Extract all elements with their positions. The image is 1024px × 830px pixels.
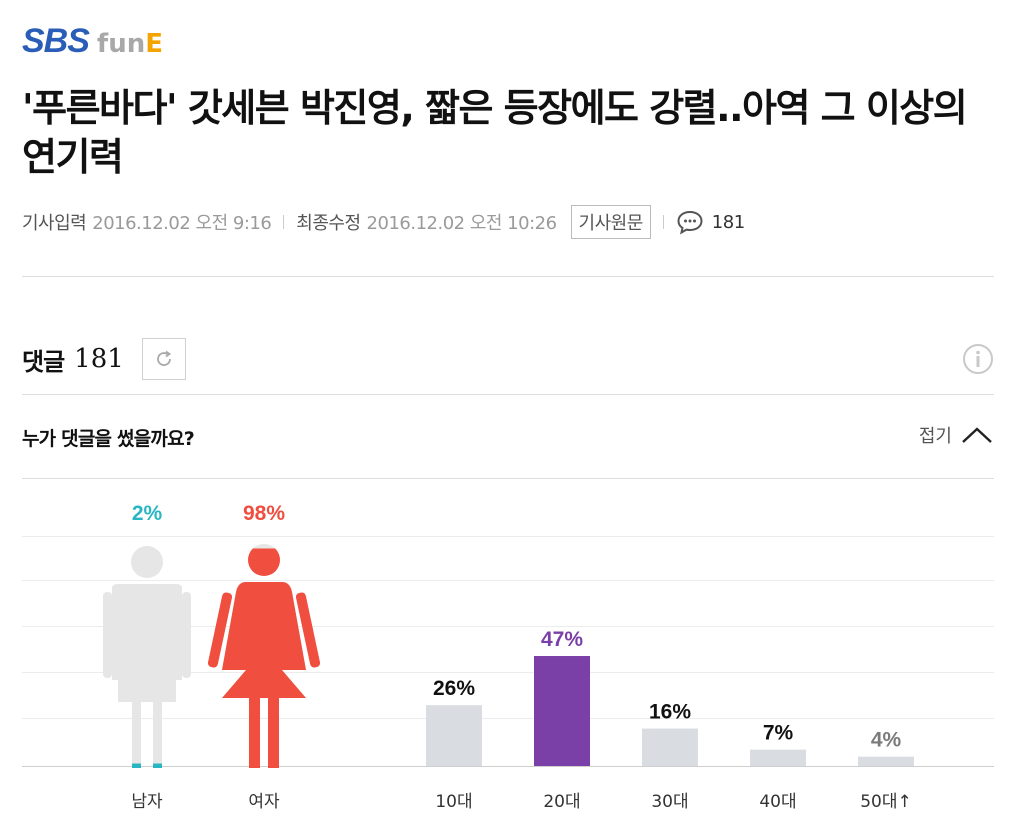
chart-baseline [22,766,994,767]
meta-divider [283,215,285,229]
gridline [22,626,994,627]
fold-label: 접기 [918,426,952,447]
article-meta: 기사입력 2016.12.02 오전 9:16 최종수정 2016.12.02 … [22,205,745,239]
section-divider [22,394,994,395]
age-category-label: 20대 [543,792,580,812]
gridline [22,580,994,581]
gender-value-label: 98% [243,502,285,525]
original-article-button[interactable]: 기사원문 [570,205,651,239]
gender-category-label: 여자 [248,792,280,812]
meta-divider [662,215,664,229]
gridline [22,672,994,673]
age-category-label: 30대 [651,792,688,812]
age-category-label: 40대 [759,792,796,812]
chevron-up-icon [962,427,992,443]
speech-bubble-icon[interactable] [676,209,704,235]
article-headline: '푸른바다' 갓세븐 박진영, 짧은 등장에도 강렬..아역 그 이상의 연기력 [22,86,968,179]
comment-count[interactable]: 181 [711,211,745,233]
age-value-label: 4% [871,729,902,752]
gridline [22,536,994,537]
comments-count: 181 [74,344,124,374]
section-divider [22,478,994,479]
age-value-label: 26% [433,677,475,700]
info-icon[interactable] [962,343,994,375]
refresh-button[interactable] [141,338,186,380]
age-value-label: 7% [763,722,794,745]
gender-value-label: 2% [132,502,163,525]
logo-e-text: E [145,29,164,59]
male-figure [103,546,191,768]
refresh-icon [156,350,171,366]
age-value-label: 16% [649,701,691,724]
female-figure [207,544,321,768]
age-category-label: 50대↑ [860,792,912,812]
modified-label: 최종수정 [296,213,361,234]
gridline [22,718,994,719]
comments-header: 댓글 181 [22,338,186,380]
fold-button[interactable]: 접기 [919,422,994,448]
sbs-fune-logo[interactable]: SBS fun E [22,22,163,61]
age-bar [426,705,482,766]
logo-sbs-text: SBS [22,22,90,60]
age-category-label: 10대 [435,792,472,812]
comments-label: 댓글 [22,347,65,376]
age-chart: 26% 10대 47% 20대 16% 30대 7% 40대 4% 50대↑ [426,628,914,812]
section-divider [22,276,994,277]
input-time: 2016.12.02 오전 9:16 [92,213,272,234]
logo-fun-text: fun [96,29,146,59]
age-bar [642,728,698,766]
demographics-chart: 2% 98% 남자 여자 26% 10대 47% 20대 16% 30대 7% 40대 4% 50… [0,480,1024,830]
input-label: 기사입력 [22,213,87,234]
gender-category-label: 남자 [131,792,163,812]
age-bar [858,756,914,766]
gender-chart: 2% 98% 남자 여자 [103,502,321,812]
age-bar [750,749,806,766]
modified-time: 2016.12.02 오전 10:26 [366,213,558,234]
age-bar [534,656,590,766]
age-value-label: 47% [541,628,583,651]
demographics-title: 누가 댓글을 썼을까요? [22,428,195,450]
